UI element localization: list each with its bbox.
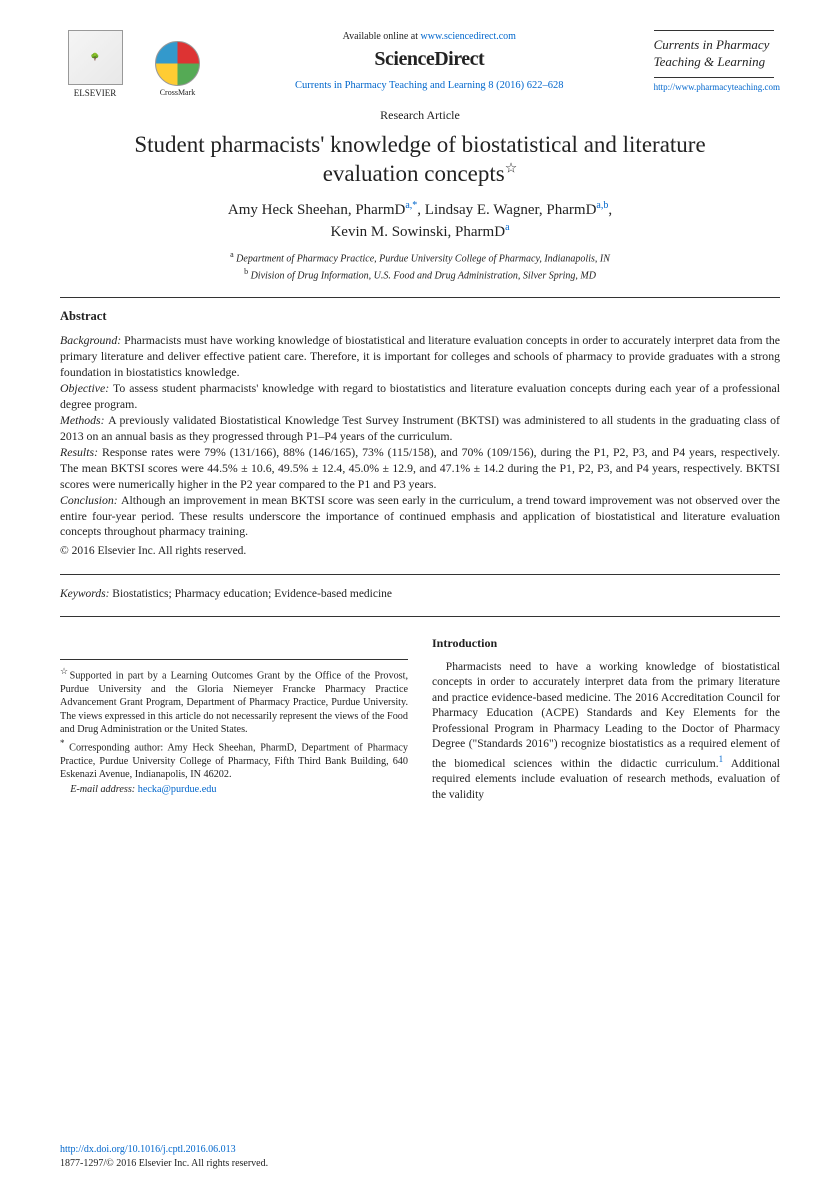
objective-text: To assess student pharmacists' knowledge…	[60, 381, 780, 411]
affiliations: a Department of Pharmacy Practice, Purdu…	[60, 249, 780, 284]
article-title: Student pharmacists' knowledge of biosta…	[100, 131, 740, 189]
objective-label: Objective:	[60, 381, 113, 395]
affil-a: Department of Pharmacy Practice, Purdue …	[234, 253, 610, 264]
author-3-sup: a	[505, 222, 509, 233]
right-column: Introduction Pharmacists need to have a …	[432, 635, 780, 803]
header-row: 🌳 ELSEVIER CrossMark Available online at…	[60, 30, 780, 99]
center-header: Available online at www.sciencedirect.co…	[205, 30, 654, 93]
crossmark-label: CrossMark	[150, 88, 205, 99]
methods-label: Methods:	[60, 413, 108, 427]
left-column: ☆Supported in part by a Learning Outcome…	[60, 635, 408, 803]
elsevier-tree-icon: 🌳	[68, 30, 123, 85]
intro-text-1: Pharmacists need to have a working knowl…	[432, 661, 780, 770]
doi-link[interactable]: http://dx.doi.org/10.1016/j.cptl.2016.06…	[60, 1143, 268, 1157]
journal-url[interactable]: http://www.pharmacyteaching.com	[654, 81, 780, 93]
issn-copyright: 1877-1297/© 2016 Elsevier Inc. All right…	[60, 1157, 268, 1171]
elsevier-label: ELSEVIER	[60, 87, 130, 99]
mid-rule-2	[60, 616, 780, 617]
page-footer: http://dx.doi.org/10.1016/j.cptl.2016.06…	[60, 1143, 268, 1170]
journal-box-wrap: Currents in Pharmacy Teaching & Learning…	[654, 30, 780, 93]
author-2: , Lindsay E. Wagner, PharmD	[417, 202, 596, 218]
authors-block: Amy Heck Sheehan, PharmDa,*, Lindsay E. …	[60, 199, 780, 243]
available-prefix: Available online at	[343, 31, 421, 42]
author-1-sup: a,*	[405, 200, 417, 211]
mid-rule-1	[60, 574, 780, 575]
keywords-text: Biostatistics; Pharmacy education; Evide…	[112, 588, 392, 600]
journal-title-box: Currents in Pharmacy Teaching & Learning	[654, 30, 774, 78]
introduction-heading: Introduction	[432, 635, 780, 651]
background-label: Background:	[60, 333, 124, 347]
background-text: Pharmacists must have working knowledge …	[60, 333, 780, 379]
title-text: Student pharmacists' knowledge of biosta…	[134, 132, 705, 186]
star-footnote: ☆Supported in part by a Learning Outcome…	[60, 666, 408, 736]
elsevier-publisher-box: 🌳 ELSEVIER	[60, 30, 130, 99]
results-label: Results:	[60, 445, 102, 459]
results-text: Response rates were 79% (131/166), 88% (…	[60, 445, 780, 491]
author-2-sup: a,b	[596, 200, 608, 211]
keywords-label: Keywords:	[60, 588, 112, 600]
email-address[interactable]: hecka@purdue.edu	[138, 784, 217, 795]
citation-line[interactable]: Currents in Pharmacy Teaching and Learni…	[220, 79, 639, 93]
conclusion-label: Conclusion:	[60, 493, 121, 507]
sciencedirect-url[interactable]: www.sciencedirect.com	[421, 31, 516, 42]
sciencedirect-logo: ScienceDirect	[220, 46, 639, 73]
corresponding-footnote: * Corresponding author: Amy Heck Sheehan…	[60, 738, 408, 781]
star-marker-icon: ☆	[60, 666, 70, 676]
keywords-line: Keywords: Biostatistics; Pharmacy educat…	[60, 587, 780, 603]
introduction-body: Pharmacists need to have a working knowl…	[432, 660, 780, 803]
author-1: Amy Heck Sheehan, PharmD	[228, 202, 405, 218]
crossmark-box[interactable]: CrossMark	[150, 41, 205, 99]
conclusion-text: Although an improvement in mean BKTSI sc…	[60, 493, 780, 539]
email-footnote: E-mail address: hecka@purdue.edu	[60, 783, 408, 796]
corr-label: Corresponding author:	[65, 742, 168, 753]
author-3: Kevin M. Sowinski, PharmD	[330, 224, 505, 240]
footnotes-block: ☆Supported in part by a Learning Outcome…	[60, 659, 408, 796]
two-column-region: ☆Supported in part by a Learning Outcome…	[60, 635, 780, 803]
abstract-body: Background: Pharmacists must have workin…	[60, 333, 780, 560]
methods-text: A previously validated Biostatistical Kn…	[60, 413, 780, 443]
top-rule	[60, 297, 780, 298]
abstract-heading: Abstract	[60, 308, 780, 325]
author-comma: ,	[608, 202, 612, 218]
crossmark-icon	[155, 41, 200, 86]
title-star-marker: ☆	[505, 161, 518, 176]
copyright-line: © 2016 Elsevier Inc. All rights reserved…	[60, 544, 780, 560]
affil-b: Division of Drug Information, U.S. Food …	[248, 270, 596, 281]
available-online-line: Available online at www.sciencedirect.co…	[220, 30, 639, 44]
star-footnote-text: Supported in part by a Learning Outcomes…	[60, 671, 408, 735]
article-type: Research Article	[60, 107, 780, 123]
email-label: E-mail address:	[70, 784, 138, 795]
